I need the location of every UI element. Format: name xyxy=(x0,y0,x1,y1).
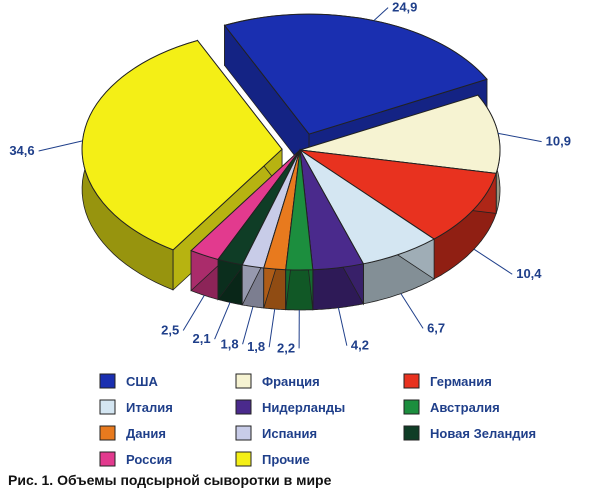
slice-прочие xyxy=(81,39,283,251)
value-label-россия: 2,5 xyxy=(161,323,179,338)
legend-label-дания: Дания xyxy=(126,426,166,441)
legend-item-германия: Германия xyxy=(403,373,492,389)
value-label-нидерланды: 4,2 xyxy=(351,338,369,353)
leader-line-новая-зеландия xyxy=(214,302,231,340)
leader-line-прочие xyxy=(38,140,83,152)
value-label-прочие: 34,6 xyxy=(9,143,34,158)
legend-label-франция: Франция xyxy=(262,374,320,389)
legend-item-сша: США xyxy=(99,373,158,389)
legend-label-италия: Италия xyxy=(126,400,173,415)
value-label-испания: 1,8 xyxy=(221,336,239,351)
legend-swatch-сша xyxy=(99,373,116,389)
legend-label-новая-зеландия: Новая Зеландия xyxy=(430,426,536,441)
legend-swatch-австралия xyxy=(403,399,420,415)
legend-item-нидерланды: Нидерланды xyxy=(235,399,345,415)
value-label-франция: 10,9 xyxy=(546,134,571,149)
legend-swatch-дания xyxy=(99,425,116,441)
legend-label-прочие: Прочие xyxy=(262,452,310,467)
legend-swatch-россия xyxy=(99,451,116,467)
leader-line-россия xyxy=(182,295,205,331)
slice-франция xyxy=(299,94,501,174)
value-label-италия: 6,7 xyxy=(427,320,445,335)
legend-item-испания: Испания xyxy=(235,425,317,441)
legend-swatch-германия xyxy=(403,373,420,389)
value-label-новая-зеландия: 2,1 xyxy=(193,331,211,346)
value-label-сша: 24,9 xyxy=(392,0,417,15)
slice-германия xyxy=(299,149,497,240)
value-label-австралия: 2,2 xyxy=(277,340,295,355)
leader-line-сша xyxy=(373,7,389,21)
legend-item-франция: Франция xyxy=(235,373,320,389)
legend-item-новая-зеландия: Новая Зеландия xyxy=(403,425,536,441)
value-label-германия: 10,4 xyxy=(516,266,542,281)
legend-label-россия: Россия xyxy=(126,452,172,467)
figure-caption: Рис. 1. Объемы подсырной сыворотки в мир… xyxy=(8,472,332,488)
value-label-дания: 1,8 xyxy=(247,339,265,354)
legend-swatch-новая-зеландия xyxy=(403,425,420,441)
legend-label-сша: США xyxy=(126,374,158,389)
legend: США Италия Дания Россия Франция Нидерланды Исп… xyxy=(99,373,536,467)
legend-label-австралия: Австралия xyxy=(430,400,500,415)
leader-line-италия xyxy=(400,293,424,329)
legend-label-испания: Испания xyxy=(262,426,317,441)
pie-chart-3d: 24,9 10,9 10,4 6,7 4,2 2,2 1,8 1,8 2,1 2,5 34,6 СШ… xyxy=(9,0,571,467)
legend-swatch-италия xyxy=(99,399,116,415)
legend-item-дания: Дания xyxy=(99,425,166,441)
legend-item-италия: Италия xyxy=(99,399,173,415)
leader-line-испания xyxy=(242,306,254,345)
slice-сша xyxy=(223,13,488,135)
leader-line-германия xyxy=(473,248,513,275)
legend-item-россия: Россия xyxy=(99,451,172,467)
value-labels: 24,9 10,9 10,4 6,7 4,2 2,2 1,8 1,8 2,1 2,5 34,6 xyxy=(9,0,571,355)
leader-line-дания xyxy=(268,308,276,348)
legend-item-прочие: Прочие xyxy=(235,451,310,467)
legend-swatch-франция xyxy=(235,373,252,389)
legend-label-нидерланды: Нидерланды xyxy=(262,400,345,415)
legend-label-германия: Германия xyxy=(430,374,492,389)
legend-swatch-нидерланды xyxy=(235,399,252,415)
legend-swatch-испания xyxy=(235,425,252,441)
leader-line-нидерланды xyxy=(337,307,348,346)
slice-австралия xyxy=(285,149,314,271)
legend-swatch-прочие xyxy=(235,451,252,467)
legend-item-австралия: Австралия xyxy=(403,399,500,415)
pie-layer xyxy=(81,13,501,311)
leader-line-франция xyxy=(497,132,542,143)
